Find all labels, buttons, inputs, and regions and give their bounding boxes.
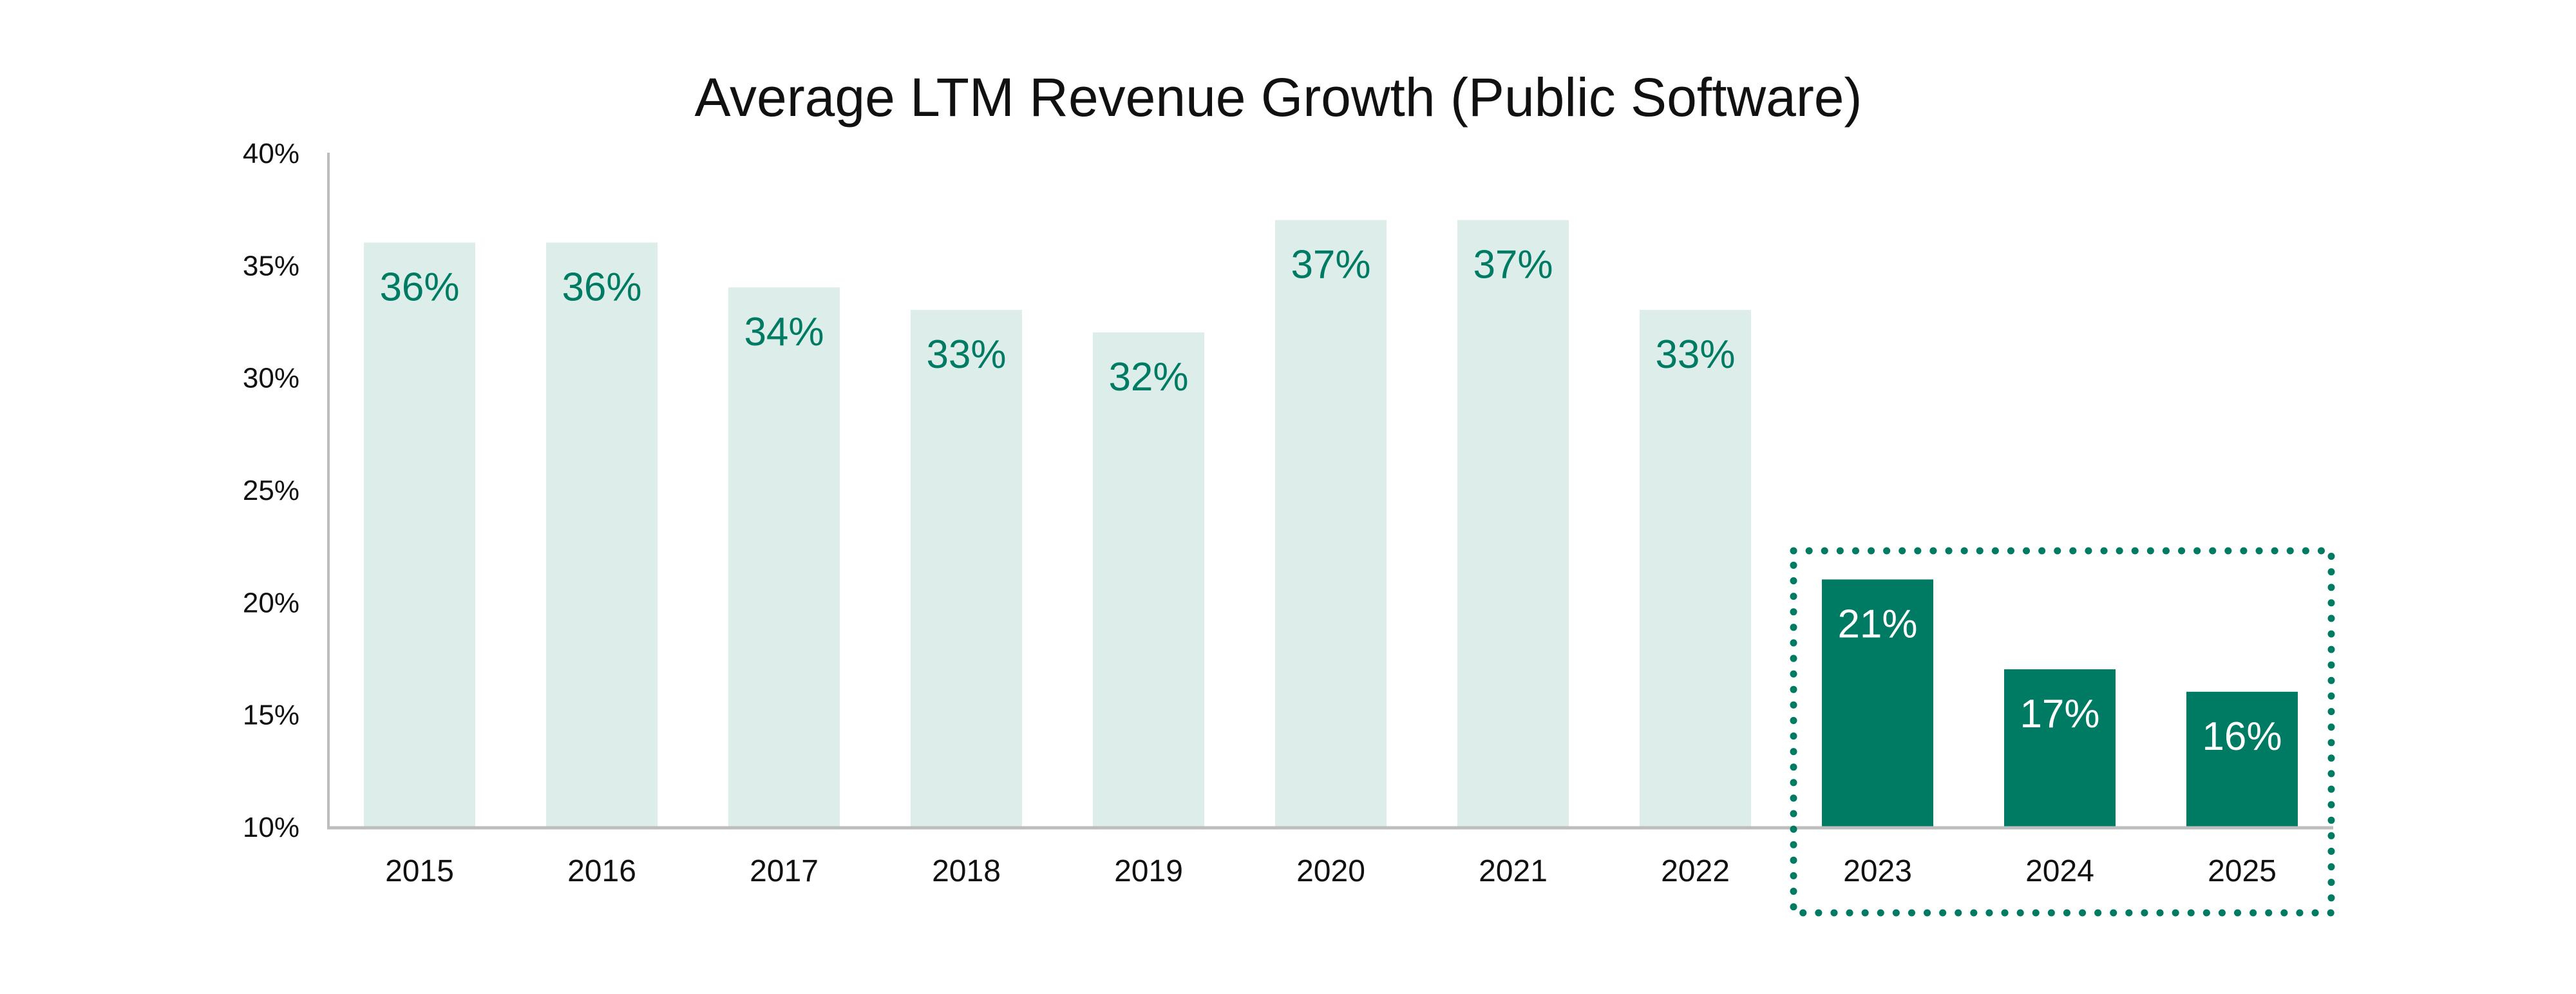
bar-2022: [1640, 310, 1751, 827]
bar-2017: [728, 287, 840, 827]
data-label: 16%: [2202, 714, 2282, 759]
y-tick-label: 40%: [243, 138, 299, 169]
x-tick-label: 2025: [2208, 854, 2277, 888]
bar-2018: [911, 310, 1022, 827]
x-tick-label: 2017: [750, 854, 819, 888]
bar-2019: [1093, 332, 1204, 827]
y-tick-label: 30%: [243, 363, 299, 394]
bar-2016: [546, 242, 658, 827]
data-label: 37%: [1473, 243, 1553, 287]
x-tick-label: 2018: [932, 854, 1001, 888]
bar-2020: [1275, 220, 1387, 827]
x-tick-label: 2022: [1661, 854, 1730, 888]
y-tick-label: 20%: [243, 587, 299, 618]
data-label: 34%: [744, 310, 824, 354]
bar-2015: [364, 242, 475, 827]
data-label: 33%: [926, 332, 1006, 377]
x-tick-label: 2023: [1843, 854, 1912, 888]
bar-2023: [1822, 579, 1933, 827]
x-tick-label: 2024: [2025, 854, 2094, 888]
y-tick-label: 10%: [243, 812, 299, 843]
x-tick-label: 2019: [1114, 854, 1183, 888]
chart-title: Average LTM Revenue Growth (Public Softw…: [694, 67, 1862, 128]
data-label: 21%: [1837, 602, 1917, 646]
data-label: 36%: [379, 265, 459, 309]
data-label: 36%: [562, 265, 641, 309]
data-label: 17%: [2020, 692, 2099, 736]
bar-2024: [2004, 669, 2116, 827]
data-label: 37%: [1291, 243, 1370, 287]
x-tick-label: 2015: [385, 854, 454, 888]
y-tick-label: 15%: [243, 700, 299, 731]
bar-2021: [1457, 220, 1569, 827]
x-tick-label: 2020: [1296, 854, 1365, 888]
data-label: 32%: [1108, 355, 1188, 399]
y-tick-label: 35%: [243, 250, 299, 282]
x-tick-label: 2016: [567, 854, 636, 888]
y-tick-label: 25%: [243, 475, 299, 506]
data-label: 33%: [1655, 332, 1735, 377]
x-tick-label: 2021: [1479, 854, 1548, 888]
bar-2025: [2186, 691, 2298, 827]
